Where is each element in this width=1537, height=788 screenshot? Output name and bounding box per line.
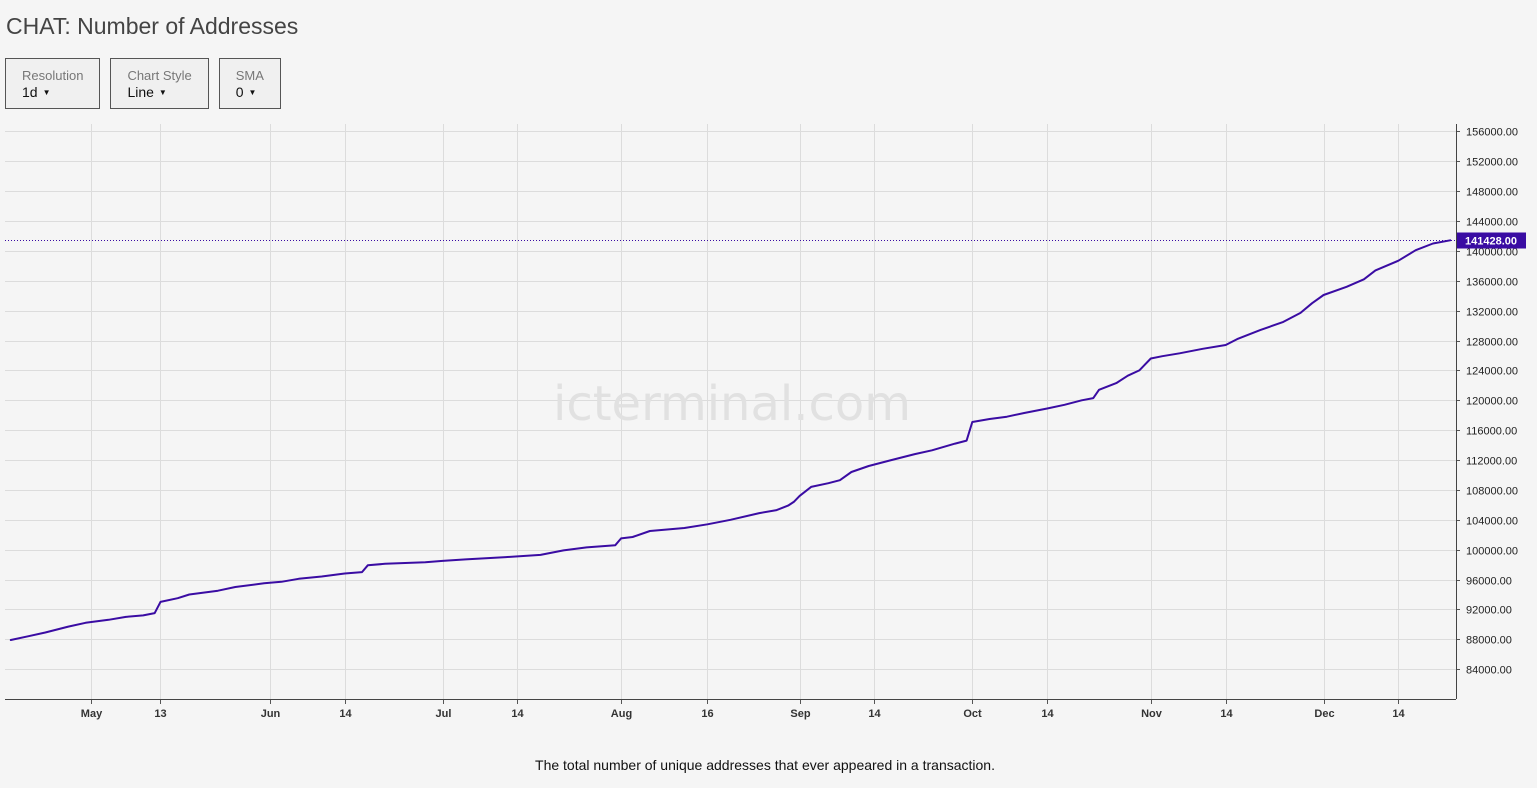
watermark: icterminal.com [553, 376, 911, 432]
sma-value: 0 [235, 84, 244, 100]
page-title: CHAT: Number of Addresses [6, 13, 299, 39]
x-tick-label: Nov [1141, 708, 1163, 720]
x-tick-label: Aug [611, 708, 632, 720]
x-tick-label: 14 [868, 708, 881, 720]
resolution-value: 1d [22, 84, 38, 100]
y-tick-label: 88000.00 [1466, 635, 1512, 647]
y-tick-label: 156000.00 [1466, 127, 1518, 139]
caret-down-icon: ▼ [158, 88, 167, 97]
x-tick-label: 14 [339, 708, 352, 720]
chart-controls: Resolution 1d ▼ Chart Style Line ▼ SMA 0 ▼ [5, 58, 281, 109]
x-tick-label: Oct [963, 708, 982, 720]
x-tick-label: Jun [261, 708, 281, 720]
y-tick-label: 120000.00 [1466, 396, 1518, 408]
x-tick-label: 16 [701, 708, 713, 720]
y-tick-label: 128000.00 [1466, 337, 1518, 349]
last-value-badge [1457, 232, 1526, 249]
y-tick-label: 124000.00 [1466, 366, 1518, 378]
y-tick-label: 100000.00 [1466, 546, 1518, 558]
y-tick-label: 140000.00 [1466, 247, 1518, 259]
chart-style-label: Chart Style [127, 68, 192, 83]
x-tick-label: 13 [154, 708, 166, 720]
resolution-label: Resolution [22, 68, 84, 83]
sma-label: SMA [235, 68, 264, 83]
x-tick-label: May [81, 708, 103, 720]
y-tick-label: 152000.00 [1466, 157, 1518, 169]
x-tick-label: Jul [436, 708, 452, 720]
chart-description: The total number of unique addresses tha… [535, 757, 995, 773]
x-tick-label: Dec [1314, 708, 1334, 720]
chart-style-dropdown[interactable]: Chart Style Line ▼ [110, 58, 209, 109]
x-tick-label: 14 [1220, 708, 1233, 720]
y-tick-label: 116000.00 [1466, 426, 1517, 438]
y-tick-label: 84000.00 [1466, 665, 1512, 677]
y-tick-label: 112000.00 [1466, 456, 1517, 468]
y-tick-label: 96000.00 [1466, 576, 1512, 588]
y-tick-label: 132000.00 [1466, 307, 1518, 319]
y-tick-label: 148000.00 [1466, 187, 1518, 199]
x-tick-label: Sep [790, 708, 810, 720]
caret-down-icon: ▼ [42, 88, 51, 97]
last-value-label: 141428.00 [1465, 236, 1517, 248]
y-tick-label: 104000.00 [1466, 516, 1518, 528]
chart-style-value: Line [127, 84, 154, 100]
y-tick-label: 92000.00 [1466, 605, 1512, 617]
y-tick-label: 108000.00 [1466, 486, 1518, 498]
sma-dropdown[interactable]: SMA 0 ▼ [218, 58, 281, 109]
line-chart[interactable]: 84000.00 88000.00 92000.00 96000.00 100000.0… [0, 0, 1537, 750]
x-tick-label: 14 [511, 708, 524, 720]
series-line [9, 239, 1452, 641]
resolution-dropdown[interactable]: Resolution 1d ▼ [5, 58, 101, 109]
y-tick-label: 144000.00 [1466, 217, 1518, 229]
x-tick-label: 14 [1041, 708, 1054, 720]
caret-down-icon: ▼ [248, 88, 257, 97]
x-tick-label: 14 [1392, 708, 1405, 720]
y-tick-label: 136000.00 [1466, 277, 1518, 289]
